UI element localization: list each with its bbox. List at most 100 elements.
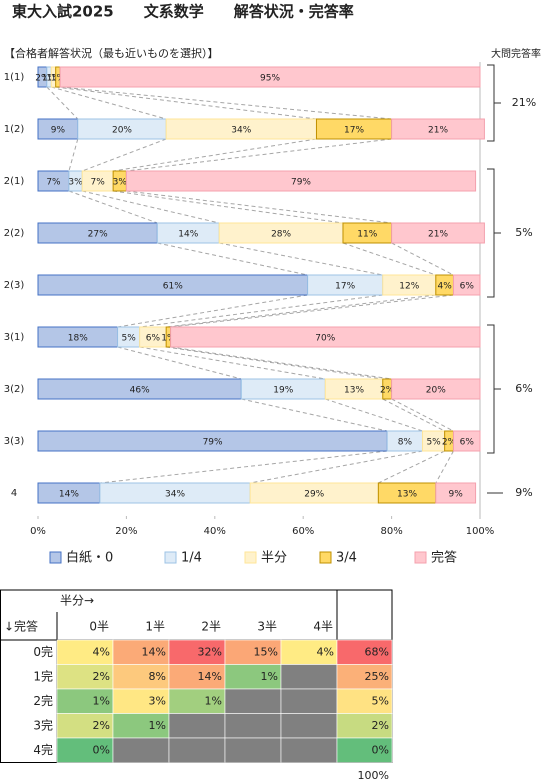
connector <box>170 346 392 380</box>
table-cell <box>112 713 170 739</box>
total-value: 0% <box>372 743 389 756</box>
row-label: 1完 <box>33 668 53 683</box>
legend-swatch <box>414 551 427 564</box>
cell-value: 8% <box>149 670 166 683</box>
x-tick-label: 100% <box>466 526 495 537</box>
connector <box>60 86 392 120</box>
connector <box>139 294 383 328</box>
connector <box>99 450 388 484</box>
cell-value: 14% <box>142 645 166 658</box>
data-label: 20% <box>112 126 132 136</box>
cell-value: 1% <box>149 719 166 732</box>
column-label: 3半 <box>257 620 277 634</box>
row-label: 2完 <box>33 693 53 708</box>
data-label: 5% <box>426 438 441 448</box>
legend-swatch <box>164 551 177 564</box>
connector <box>51 86 167 120</box>
connector <box>139 346 326 380</box>
data-label: 6% <box>460 438 475 448</box>
data-label: 13% <box>344 386 364 396</box>
table-cell <box>168 713 226 739</box>
column-label: 1半 <box>145 620 165 634</box>
data-label: 21% <box>428 126 448 136</box>
category-label: 2(1) <box>4 176 25 187</box>
connector <box>82 190 220 224</box>
table-cell <box>280 737 338 763</box>
data-label: 34% <box>165 490 185 500</box>
cell-value: 2% <box>93 670 110 683</box>
table-cell <box>224 737 282 763</box>
column-label: 0半 <box>89 620 109 634</box>
bracket <box>487 168 501 298</box>
data-label: 6% <box>460 282 475 292</box>
table-cell <box>280 639 338 665</box>
total-value: 2% <box>372 719 389 732</box>
connector <box>170 294 454 328</box>
bar-segment <box>391 118 485 140</box>
col-header: 半分→ <box>60 594 94 608</box>
connector <box>68 190 158 224</box>
connector <box>113 138 317 172</box>
bracket <box>487 324 501 454</box>
table-cell <box>280 713 338 739</box>
group-rate: 9% <box>515 486 532 499</box>
cell-value: 32% <box>198 645 222 658</box>
category-label: 2(2) <box>4 228 25 239</box>
data-label: 14% <box>59 490 79 500</box>
category-label: 1(1) <box>4 72 25 83</box>
table-cell <box>56 688 114 714</box>
table-cell <box>56 713 114 739</box>
table-cell <box>112 737 170 763</box>
data-label: 6% <box>146 334 161 344</box>
table-cell <box>168 639 226 665</box>
legend-label: 1/4 <box>181 551 202 566</box>
data-label: 9% <box>51 126 66 136</box>
connector <box>382 398 445 432</box>
data-label: 12% <box>399 282 419 292</box>
cell-value: 14% <box>198 670 222 683</box>
category-label: 2(3) <box>4 280 25 291</box>
legend-label: 白紙・0 <box>66 550 113 566</box>
cell-value: 4% <box>93 645 110 658</box>
data-label: 8% <box>398 438 413 448</box>
category-label: 4 <box>11 488 17 499</box>
data-label: 79% <box>203 438 223 448</box>
row-header: ↓完答 <box>4 619 38 634</box>
data-label: 34% <box>231 126 251 136</box>
data-label: 9% <box>449 490 464 500</box>
data-label: 27% <box>88 230 108 240</box>
legend-label: 半分 <box>261 551 287 566</box>
connector <box>117 294 308 328</box>
data-label: 18% <box>68 334 88 344</box>
chart-subtitle: 【合格者解答状況（最も近いものを選択）】 <box>4 46 219 60</box>
data-label: 2% <box>380 386 395 396</box>
table-cell <box>56 664 114 690</box>
legend-swatch <box>49 551 62 564</box>
total-cell <box>336 688 393 714</box>
column-label: 4半 <box>313 620 333 634</box>
data-label: 79% <box>291 178 311 188</box>
data-label: 2% <box>35 74 50 84</box>
connector <box>342 242 436 276</box>
connector <box>325 398 423 432</box>
data-label: 2% <box>442 438 457 448</box>
x-tick-label: 80% <box>380 526 402 537</box>
connector <box>250 450 423 484</box>
data-label: 3% <box>68 178 83 188</box>
connector <box>391 242 454 276</box>
cell-value: 3% <box>149 694 166 707</box>
data-label: 7% <box>91 178 106 188</box>
data-label: 20% <box>426 386 446 396</box>
total-value: 68% <box>365 645 389 658</box>
bar-segment <box>391 378 481 400</box>
data-label: 4% <box>437 282 452 292</box>
table-cell <box>280 688 338 714</box>
data-label: 21% <box>428 230 448 240</box>
data-label: 19% <box>273 386 293 396</box>
data-label: 95% <box>260 74 280 84</box>
data-label: 1% <box>42 74 57 84</box>
connector <box>126 138 392 172</box>
table-cell <box>168 737 226 763</box>
connector <box>126 190 392 224</box>
